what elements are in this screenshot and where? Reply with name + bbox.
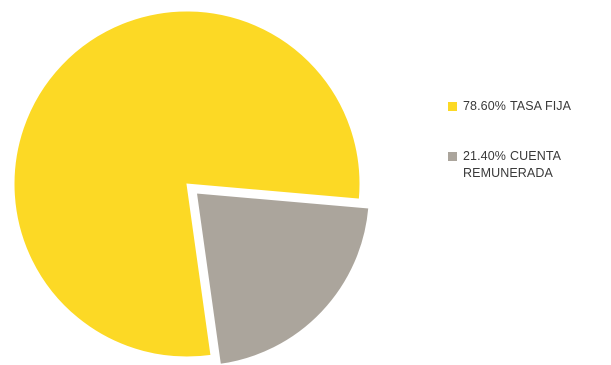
legend-label-tasa-fija: TASA FIJA xyxy=(510,99,572,113)
legend-swatch-tasa-fija xyxy=(448,102,457,111)
legend-value-cuenta-remunerada: 21.40% xyxy=(463,149,506,163)
legend-value-tasa-fija: 78.60% xyxy=(463,99,506,113)
legend-label-cuenta-remunerada: CUENTA REMUNERADA xyxy=(463,149,561,180)
legend-item-tasa-fija: 78.60% TASA FIJA xyxy=(448,98,608,115)
legend-item-cuenta-remunerada: 21.40% CUENTA REMUNERADA xyxy=(448,148,608,182)
legend-swatch-cuenta-remunerada xyxy=(448,152,457,161)
legend: 78.60% TASA FIJA 21.40% CUENTA REMUNERADA xyxy=(448,98,608,215)
pie-slice-cuenta-remunerada xyxy=(195,192,370,365)
pie-slice-tasa-fija xyxy=(13,10,361,358)
